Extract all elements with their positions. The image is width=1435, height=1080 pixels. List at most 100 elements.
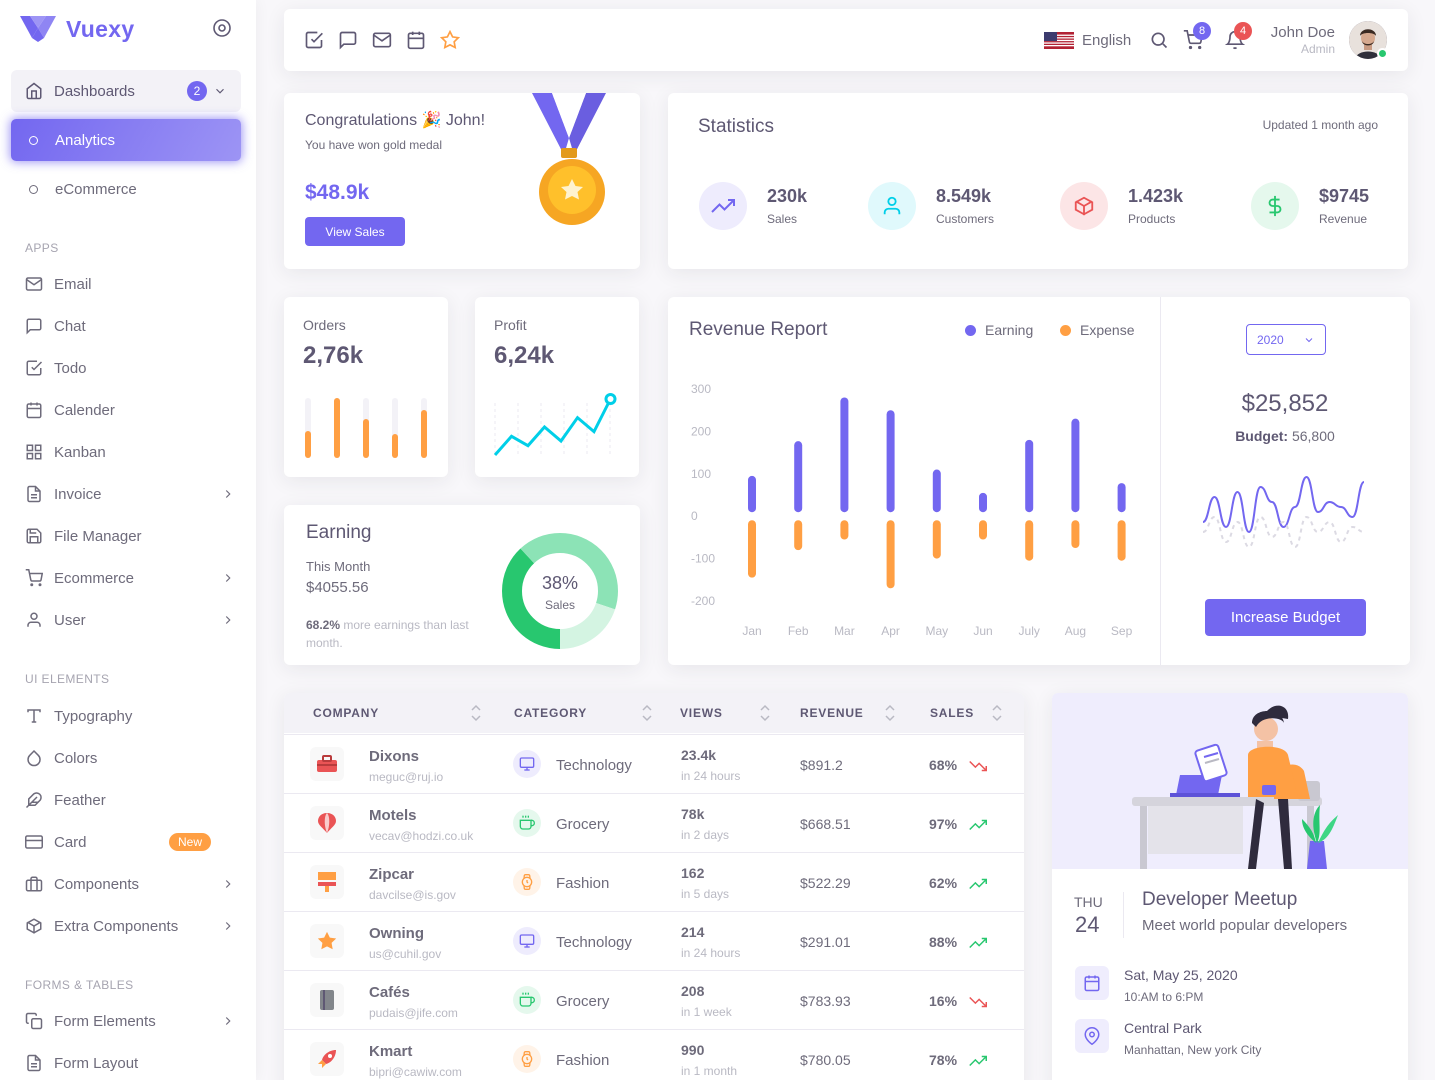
user-name[interactable]: John Doe: [1270, 24, 1335, 41]
sidebar-item-user[interactable]: User: [25, 607, 235, 633]
year-select[interactable]: 2020: [1246, 324, 1326, 355]
language-selector[interactable]: English: [1082, 32, 1132, 49]
sidebar-item-label: Ecommerce: [54, 569, 135, 587]
stat-icon-wrap: [1251, 182, 1299, 230]
col-header-views[interactable]: VIEWS: [680, 706, 723, 720]
chat-icon: [26, 318, 42, 335]
sidebar-item-dashboards[interactable]: Dashboards 2: [11, 70, 241, 112]
sidebar-item-form-elements[interactable]: Form Elements: [25, 1008, 235, 1034]
sidebar-item-ecommerce[interactable]: eCommerce: [11, 169, 241, 209]
sidebar-item-chat[interactable]: Chat: [25, 313, 235, 339]
sidebar-item-extra-components[interactable]: Extra Components: [25, 913, 235, 939]
dollar-icon: [1268, 195, 1282, 217]
check-square-icon[interactable]: [304, 30, 324, 50]
stat-label: Sales: [767, 212, 798, 226]
brand[interactable]: Vuexy: [20, 12, 134, 46]
table-row[interactable]: Kmart bipri@cawiw.com Fashion 990 in 1 m…: [284, 1029, 1024, 1080]
table-row[interactable]: Dixons meguc@ruj.io Technology 23.4k in …: [284, 734, 1024, 793]
chat-icon[interactable]: [338, 30, 358, 50]
sidebar-item-label: Analytics: [55, 131, 116, 149]
sidebar-item-file-manager[interactable]: File Manager: [25, 523, 235, 549]
col-header-sales[interactable]: SALES: [930, 706, 975, 720]
x-tick-label: Jun: [973, 624, 992, 638]
sidebar-item-typography[interactable]: Typography: [25, 703, 235, 729]
sidebar-item-kanban[interactable]: Kanban: [25, 439, 235, 465]
user-icon: [883, 196, 901, 215]
trending-up-icon: [969, 1055, 987, 1067]
category: Technology: [556, 757, 632, 774]
calendar-icon[interactable]: [406, 30, 426, 50]
sales: 97%: [929, 816, 958, 832]
earning-amount: $4055.56: [306, 579, 369, 596]
sidebar-item-card[interactable]: Card New: [25, 829, 235, 855]
company-table: COMPANY CATEGORY VIEWS REVENUE SALES Dix…: [284, 693, 1024, 1080]
col-header-company[interactable]: COMPANY: [313, 706, 380, 720]
sidebar-item-analytics[interactable]: Analytics: [11, 119, 241, 161]
sort-icon[interactable]: [884, 703, 896, 723]
trending-down-icon: [969, 760, 987, 772]
sidebar-item-colors[interactable]: Colors: [25, 745, 235, 771]
expense-bar: [748, 520, 756, 578]
sidebar-item-email[interactable]: Email: [25, 271, 235, 297]
sidebar-item-label: Email: [54, 275, 92, 293]
sidebar-item-calender[interactable]: Calender: [25, 397, 235, 423]
revenue: $291.01: [800, 934, 851, 950]
vuexy-logo-icon: [20, 16, 56, 42]
table-row[interactable]: Owning us@cuhil.gov Technology 214 in 24…: [284, 911, 1024, 970]
sidebar-item-label: Todo: [54, 359, 87, 377]
earning-note-pct: 68.2%: [306, 618, 341, 632]
sort-icon[interactable]: [470, 703, 482, 723]
table-row[interactable]: Zipcar davcilse@is.gov Fashion 162 in 5 …: [284, 852, 1024, 911]
congrats-amount: $48.9k: [305, 181, 370, 204]
stat-products: 1.423k Products: [1060, 182, 1183, 230]
meetup-time: 10:AM to 6:PM: [1124, 990, 1204, 1004]
sidebar-item-label: Colors: [54, 749, 98, 767]
sort-icon[interactable]: [759, 703, 771, 723]
meetup-subtitle: Meet world popular developers: [1142, 917, 1348, 934]
stat-value: 230k: [767, 186, 808, 206]
table-row[interactable]: Motels vecav@hodzi.co.uk Grocery 78k in …: [284, 793, 1024, 852]
sidebar-item-todo[interactable]: Todo: [25, 355, 235, 381]
collapse-toggle-icon[interactable]: [212, 18, 232, 38]
increase-budget-button[interactable]: Increase Budget: [1205, 599, 1366, 636]
budget-line: [1202, 475, 1365, 534]
us-flag-icon[interactable]: [1044, 32, 1074, 49]
sidebar-item-feather[interactable]: Feather: [25, 787, 235, 813]
sort-icon[interactable]: [641, 703, 653, 723]
revenue: $780.05: [800, 1052, 851, 1068]
revenue: $522.29: [800, 875, 851, 891]
view-sales-button[interactable]: View Sales: [305, 217, 405, 246]
avatar[interactable]: [1349, 21, 1387, 59]
congratulations-card: Congratulations 🎉 John! You have won gol…: [284, 93, 640, 269]
table-row[interactable]: Cafés pudais@jife.com Grocery 208 in 1 w…: [284, 970, 1024, 1029]
sidebar-item-label: Card: [54, 833, 87, 851]
company-email: vecav@hodzi.co.uk: [369, 829, 474, 843]
stat-label: Revenue: [1319, 212, 1368, 226]
coffee-icon: [519, 815, 535, 830]
star-icon[interactable]: [440, 30, 460, 50]
x-tick-label: July: [1019, 624, 1040, 638]
cart-icon[interactable]: [1183, 30, 1203, 50]
earning-bar: [794, 441, 803, 513]
expense-bar: [840, 520, 849, 540]
mail-icon[interactable]: [372, 30, 392, 50]
col-header-category[interactable]: CATEGORY: [514, 706, 588, 720]
sidebar-item-ecommerce-app[interactable]: Ecommerce: [25, 565, 235, 591]
search-icon[interactable]: [1149, 30, 1169, 50]
profit-line-chart: [493, 393, 617, 457]
gold-medal-icon: [532, 93, 606, 225]
col-header-revenue[interactable]: REVENUE: [800, 706, 864, 720]
feather-icon: [25, 792, 42, 809]
meetup-place: Central Park: [1124, 1020, 1202, 1036]
circle-icon: [29, 135, 38, 145]
views: 208: [681, 983, 705, 999]
sort-icon[interactable]: [991, 703, 1003, 723]
sidebar-item-form-layout[interactable]: Form Layout: [25, 1050, 235, 1076]
category-icon-wrap: [513, 868, 541, 896]
views-time: in 5 days: [681, 887, 730, 901]
category-icon-wrap: [513, 1045, 541, 1073]
expense-bar: [932, 520, 941, 559]
earning-note: 68.2% more earnings than last month.: [306, 616, 481, 652]
sidebar-item-invoice[interactable]: Invoice: [25, 481, 235, 507]
sidebar-item-components[interactable]: Components: [25, 871, 235, 897]
